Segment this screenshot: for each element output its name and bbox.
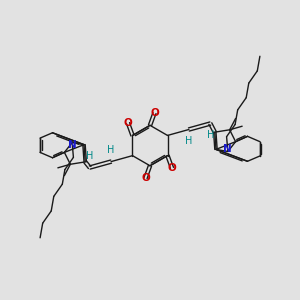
Text: N: N xyxy=(224,144,232,154)
Text: H: H xyxy=(86,151,93,161)
Text: N: N xyxy=(68,140,76,150)
Text: O: O xyxy=(168,163,176,173)
Text: O: O xyxy=(150,108,159,118)
Text: H: H xyxy=(107,145,115,155)
Text: H: H xyxy=(185,136,193,146)
Text: H: H xyxy=(207,130,214,140)
Text: O: O xyxy=(141,173,150,183)
Text: O: O xyxy=(124,118,132,128)
